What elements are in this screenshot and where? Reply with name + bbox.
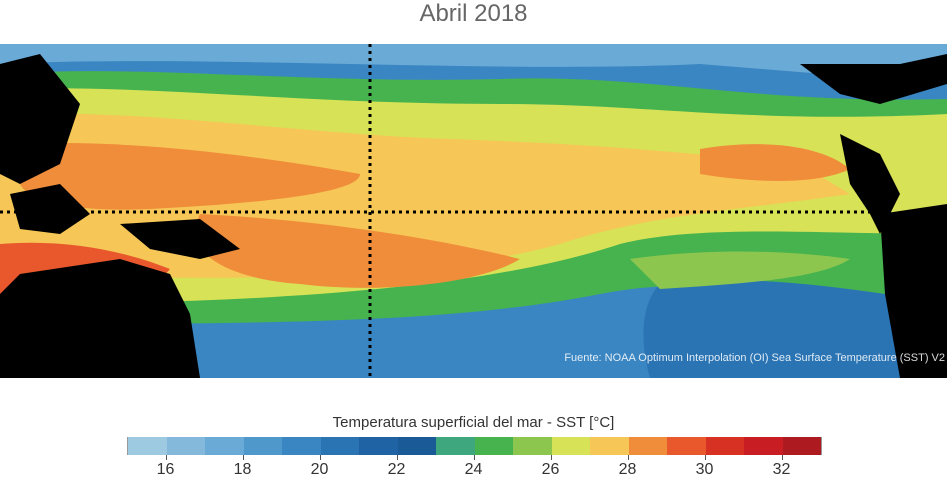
- colorbar-swatch-4: [282, 437, 321, 455]
- colorbar-tick: [165, 455, 167, 460]
- colorbar-swatch-5: [320, 437, 359, 455]
- colorbar-swatch-11: [551, 437, 590, 455]
- colorbar-tick-label: 28: [618, 461, 637, 478]
- colorbar-swatch-8: [436, 437, 475, 455]
- colorbar-tick-label: 30: [695, 461, 714, 478]
- colorbar-swatch-13: [628, 437, 667, 455]
- sst-map: Fuente: NOAA Optimum Interpolation (OI) …: [0, 44, 947, 378]
- colorbar-tick-label: 32: [772, 461, 791, 478]
- colorbar-tick-label: 16: [156, 461, 175, 478]
- colorbar-tick: [627, 455, 629, 460]
- colorbar: [127, 437, 822, 455]
- colorbar-swatch-2: [205, 437, 244, 455]
- colorbar-tick-label: 18: [233, 461, 252, 478]
- land-north-america: [800, 54, 947, 104]
- land-south-america: [880, 204, 947, 378]
- colorbar-swatch-3: [243, 437, 282, 455]
- land-australia: [0, 259, 200, 378]
- cold-north-band: [0, 44, 947, 84]
- colorbar-tick-label: 26: [541, 461, 560, 478]
- green-patch-east: [630, 251, 850, 289]
- colorbar-swatch-10: [513, 437, 552, 455]
- colorbar-tick: [473, 455, 475, 460]
- colorbar-tick: [396, 455, 398, 460]
- colorbar-ticks: 16 18 20 22 24 26 28 30 32: [127, 455, 820, 480]
- land-new-guinea: [120, 219, 240, 259]
- colorbar-swatch-17: [782, 437, 821, 455]
- colorbar-swatch-0: [128, 437, 167, 455]
- colorbar-swatch-6: [359, 437, 398, 455]
- colorbar-tick-label: 22: [387, 461, 406, 478]
- warm-pool-south: [195, 214, 520, 288]
- warm-pool-east: [700, 144, 850, 181]
- colorbar-swatch-15: [705, 437, 744, 455]
- sst-map-graphic: [0, 44, 947, 378]
- colorbar-swatch-12: [590, 437, 629, 455]
- map-title: Abril 2018: [419, 0, 528, 27]
- warm-pool-north: [20, 143, 360, 210]
- cold-southeast: [643, 280, 947, 378]
- colorbar-title: Temperatura superficial del mar - SST [°…: [332, 414, 615, 431]
- colorbar-swatch-1: [166, 437, 205, 455]
- land-central-america: [840, 134, 900, 234]
- colorbar-tick: [242, 455, 244, 460]
- colorbar-tick-label: 20: [310, 461, 329, 478]
- colorbar-tick: [550, 455, 552, 460]
- colorbar-swatch-16: [744, 437, 783, 455]
- source-caption: Fuente: NOAA Optimum Interpolation (OI) …: [564, 352, 945, 364]
- colorbar-swatch-14: [667, 437, 706, 455]
- colorbar-tick: [781, 455, 783, 460]
- colorbar-swatch-9: [474, 437, 513, 455]
- colorbar-tick: [319, 455, 321, 460]
- land-indonesia: [10, 184, 90, 234]
- colorbar-tick: [704, 455, 706, 460]
- land-asia: [0, 54, 80, 184]
- colorbar-tick-label: 24: [464, 461, 483, 478]
- colorbar-swatch-7: [397, 437, 436, 455]
